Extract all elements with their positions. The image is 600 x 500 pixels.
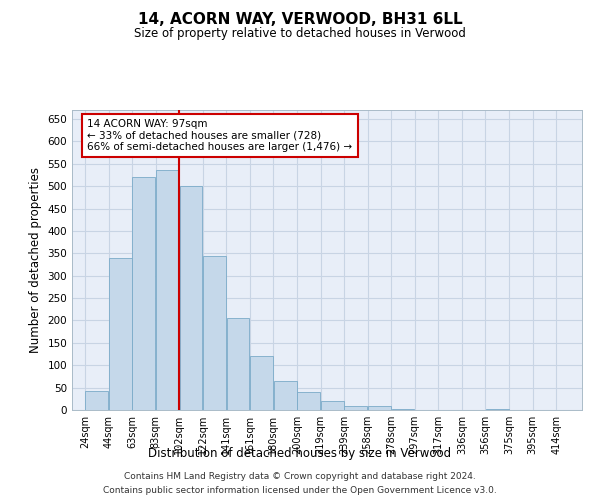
Bar (321, 401, 344, 410)
Y-axis label: Number of detached properties: Number of detached properties (29, 167, 42, 353)
Bar (344, 406, 367, 410)
Bar (227, 318, 250, 410)
Text: Size of property relative to detached houses in Verwood: Size of property relative to detached ho… (134, 28, 466, 40)
Bar (85, 391, 108, 410)
Bar (156, 170, 179, 410)
Bar (486, 409, 509, 410)
Bar (392, 409, 415, 410)
Text: 14, ACORN WAY, VERWOOD, BH31 6LL: 14, ACORN WAY, VERWOOD, BH31 6LL (137, 12, 463, 28)
Bar (179, 186, 202, 410)
Bar (274, 381, 296, 410)
Bar (203, 256, 226, 410)
Bar (109, 258, 132, 410)
Bar (133, 177, 155, 410)
Bar (250, 356, 273, 410)
Text: Contains public sector information licensed under the Open Government Licence v3: Contains public sector information licen… (103, 486, 497, 495)
Text: 14 ACORN WAY: 97sqm
← 33% of detached houses are smaller (728)
66% of semi-detac: 14 ACORN WAY: 97sqm ← 33% of detached ho… (88, 119, 352, 152)
Text: Contains HM Land Registry data © Crown copyright and database right 2024.: Contains HM Land Registry data © Crown c… (124, 472, 476, 481)
Bar (368, 406, 391, 410)
Bar (298, 392, 320, 410)
Text: Distribution of detached houses by size in Verwood: Distribution of detached houses by size … (148, 448, 452, 460)
